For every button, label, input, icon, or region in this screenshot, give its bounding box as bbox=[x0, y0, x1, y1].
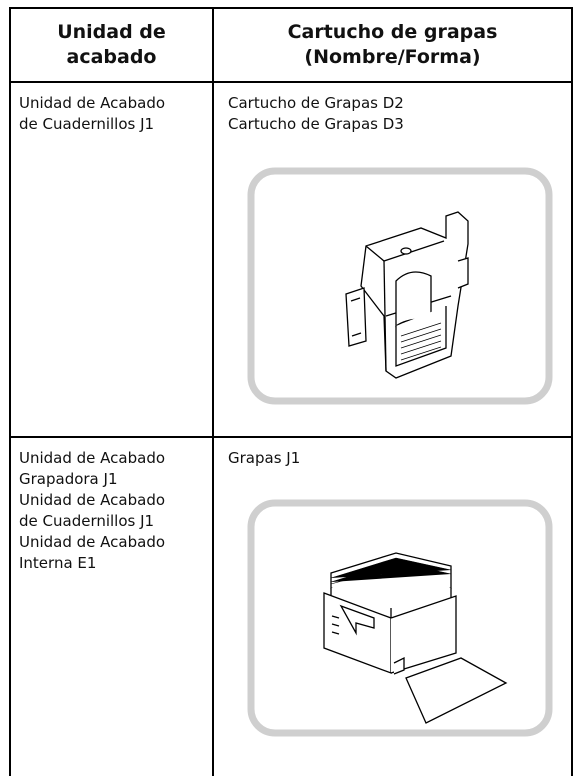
staple-cartridge-image bbox=[247, 167, 553, 405]
cell-text: Unidad de Acabado bbox=[19, 94, 166, 112]
border bbox=[571, 7, 573, 776]
header-cell: Unidad de acabado bbox=[11, 20, 212, 70]
cell-text: acabado bbox=[66, 46, 157, 68]
staples-image bbox=[247, 499, 553, 737]
cell-text: Grapas J1 bbox=[228, 449, 301, 467]
cell-text: Unidad de Acabado bbox=[19, 449, 166, 467]
cell-text: Unidad de Acabado bbox=[19, 533, 166, 551]
border bbox=[212, 7, 214, 776]
cell: Cartucho de Grapas D2 Cartucho de Grapas … bbox=[228, 93, 404, 135]
cell-text: Interna E1 bbox=[19, 554, 97, 572]
cell: Unidad de Acabado de Cuadernillos J1 bbox=[19, 93, 165, 135]
cell-text: Cartucho de Grapas D3 bbox=[228, 115, 404, 133]
cell-text: Unidad de bbox=[57, 21, 166, 43]
cell-text: Cartucho de Grapas D2 bbox=[228, 94, 404, 112]
cell: Unidad de Acabado Grapadora J1 Unidad de A… bbox=[19, 448, 165, 574]
cell-text: de Cuadernillos J1 bbox=[19, 115, 155, 133]
cell-text: (Nombre/Forma) bbox=[304, 46, 481, 68]
cell-text: de Cuadernillos J1 bbox=[19, 512, 155, 530]
cell-text: Grapadora J1 bbox=[19, 470, 118, 488]
border bbox=[9, 7, 11, 776]
header-cell: Cartucho de grapas (Nombre/Forma) bbox=[214, 20, 571, 70]
border bbox=[9, 81, 573, 83]
cell-text: Cartucho de grapas bbox=[287, 21, 498, 43]
cell: Grapas J1 bbox=[228, 448, 300, 469]
border bbox=[9, 436, 573, 438]
border bbox=[9, 7, 573, 9]
cell-text: Unidad de Acabado bbox=[19, 491, 166, 509]
